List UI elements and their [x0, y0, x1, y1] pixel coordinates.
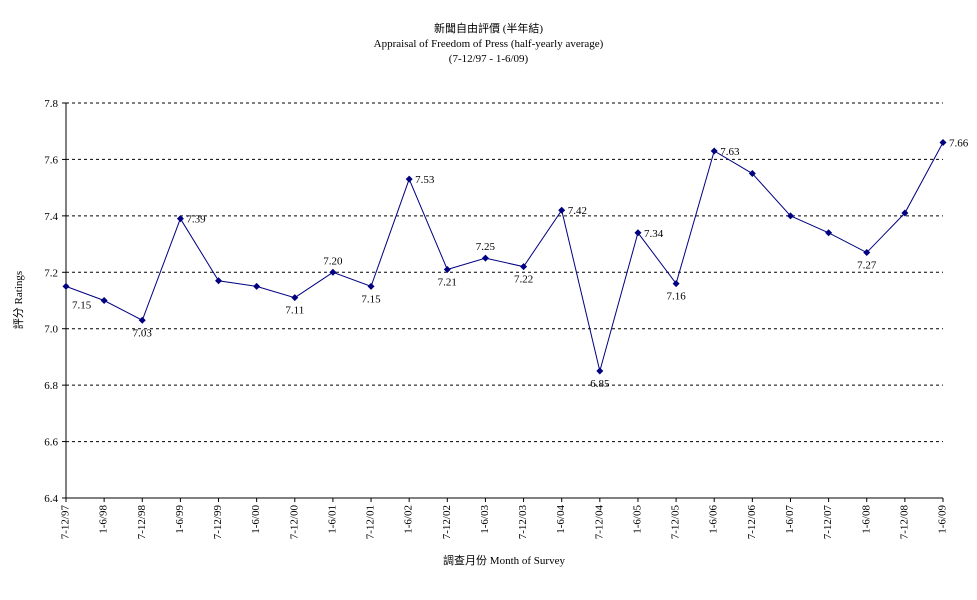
data-label: 7.39 — [186, 214, 206, 226]
data-point — [634, 229, 642, 237]
series-line — [65, 142, 944, 372]
x-tick-label: 1-6/03 — [479, 505, 491, 534]
data-label: 7.63 — [720, 146, 740, 158]
data-point — [481, 254, 489, 262]
x-tick-label: 7-12/98 — [136, 505, 148, 540]
data-label: 7.42 — [568, 205, 587, 217]
y-tick-label: 6.6 — [44, 437, 58, 449]
data-point — [253, 282, 261, 290]
y-tick-label: 7.0 — [44, 324, 58, 336]
data-label: 7.16 — [666, 291, 686, 303]
data-label: 7.15 — [361, 293, 381, 305]
data-point — [215, 277, 223, 285]
x-tick-label: 7-12/04 — [593, 505, 605, 540]
data-point — [291, 294, 299, 302]
data-label: 7.20 — [323, 255, 343, 267]
y-tick-label: 7.2 — [44, 267, 58, 279]
x-tick-label: 7-12/06 — [746, 505, 758, 540]
x-tick-label: 1-6/00 — [250, 505, 262, 534]
data-label: 7.11 — [285, 305, 304, 317]
data-label: 7.34 — [644, 228, 664, 240]
data-label: 7.03 — [133, 327, 153, 339]
y-tick-label: 6.8 — [44, 380, 58, 392]
data-point — [748, 170, 756, 178]
data-point — [596, 367, 604, 375]
x-tick-label: 1-6/06 — [708, 505, 720, 534]
data-point — [863, 249, 871, 257]
data-point — [176, 215, 184, 223]
chart-title: Appraisal of Freedom of Press (half-year… — [373, 38, 604, 50]
data-point — [672, 280, 680, 288]
data-point — [443, 265, 451, 273]
x-tick-label: 1-6/04 — [555, 505, 567, 534]
data-label: 7.66 — [949, 138, 969, 150]
chart-titles: 新聞自由評價 (半年結) Appraisal of Freedom of Pre… — [0, 22, 977, 67]
x-tick-label: 1-6/07 — [784, 505, 796, 534]
data-point — [405, 175, 413, 183]
x-tick-label: 7-12/03 — [517, 505, 529, 540]
x-axis-title: 調查月份 Month of Survey — [443, 555, 565, 567]
data-point — [901, 209, 909, 217]
data-point — [825, 229, 833, 237]
x-tick-label: 1-6/99 — [174, 505, 186, 534]
x-tick-label: 7-12/08 — [898, 505, 910, 540]
data-point — [329, 268, 337, 276]
data-point — [100, 297, 108, 304]
x-tick-label: 1-6/98 — [98, 505, 110, 534]
x-tick-label: 7-12/99 — [212, 505, 224, 540]
data-label: 7.21 — [438, 276, 457, 288]
data-point — [558, 206, 566, 214]
data-point — [939, 139, 947, 146]
data-label: 7.15 — [72, 299, 92, 311]
x-tick-label: 1-6/08 — [860, 505, 872, 534]
x-tick-label: 7-12/07 — [822, 505, 834, 540]
x-tick-label: 1-6/05 — [631, 505, 643, 534]
x-tick-label: 7-12/00 — [288, 505, 300, 540]
data-point — [710, 147, 718, 155]
data-label: 7.53 — [415, 174, 435, 186]
x-tick-label: 1-6/02 — [403, 505, 415, 534]
data-point — [62, 282, 70, 290]
data-label: 7.22 — [514, 274, 533, 286]
x-tick-label: 7-12/01 — [365, 505, 377, 539]
chart-subtitle: (7-12/97 - 1-6/09) — [448, 53, 529, 65]
y-tick-label: 7.6 — [44, 154, 58, 166]
x-tick-label: 7-12/97 — [60, 505, 72, 540]
data-point — [138, 316, 146, 324]
x-tick-label: 7-12/02 — [441, 505, 453, 539]
y-axis-title: 評分 Ratings — [13, 270, 25, 330]
data-point — [520, 263, 528, 271]
data-label: 7.27 — [857, 260, 877, 272]
data-label: 6.85 — [590, 378, 610, 390]
data-label: 7.25 — [476, 241, 496, 253]
y-tick-label: 7.8 — [44, 98, 58, 110]
chart-title-zh: 新聞自由評價 (半年結) — [433, 23, 544, 35]
y-tick-label: 6.4 — [44, 493, 58, 505]
x-tick-label: 1-6/01 — [326, 505, 338, 534]
x-tick-label: 1-6/09 — [937, 505, 949, 534]
y-tick-label: 7.4 — [44, 211, 58, 223]
x-tick-label: 7-12/05 — [670, 505, 682, 540]
data-point — [367, 282, 375, 290]
data-point — [786, 212, 794, 220]
